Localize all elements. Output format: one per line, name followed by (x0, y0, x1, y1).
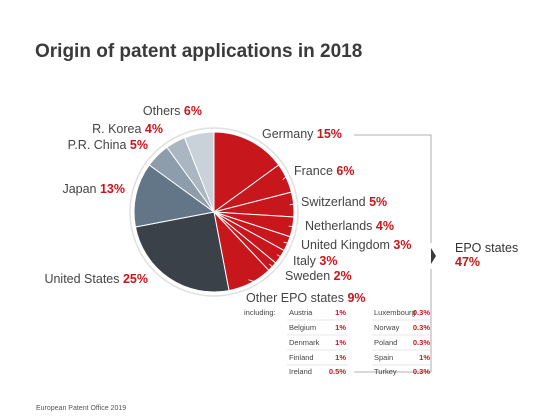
breakdown-cell-bv-4: 1% (419, 353, 430, 362)
leader-line-united-kingdom (283, 241, 300, 247)
slice-label-others: Others 6% (143, 104, 202, 118)
breakdown-cell-bv-3: 0.3% (413, 338, 430, 347)
pie-slice-others (183, 131, 215, 213)
breakdown-cell-a-2: Belgium (289, 323, 316, 332)
breakdown-cell-av-4: 1% (335, 353, 346, 362)
epo-states-label: EPO states (455, 241, 518, 255)
slice-label-r-korea: R. Korea 4% (92, 122, 163, 136)
footer-source: European Patent Office 2019 (36, 405, 126, 412)
slice-labels: Germany 15% France 6% Switzerland 5% Nether… (44, 104, 411, 305)
chart-title: Origin of patent applications in 2018 (35, 41, 362, 62)
breakdown-cell-a-3: Denmark (289, 338, 320, 347)
leader-line-switzerland (289, 202, 300, 206)
slice-label-italy: Italy 3% (293, 254, 337, 268)
epo-bracket: EPO states 47% (354, 134, 518, 373)
breakdown-cell-bv-1: 0.3% (413, 308, 430, 317)
breakdown-cell-av-3: 1% (335, 338, 346, 347)
breakdown-cell-b-4: Spain (374, 353, 393, 362)
pie-slice-germany (213, 131, 280, 213)
slice-label-united-kingdom: United Kingdom 3% (301, 238, 412, 252)
breakdown-cell-b-5: Turkey (374, 367, 397, 376)
pie-slice-japan (133, 164, 216, 228)
slice-label-netherlands: Netherlands 4% (305, 219, 394, 233)
leader-line-france (282, 171, 293, 180)
leader-line-sweden (269, 263, 284, 278)
breakdown-cell-b-2: Norway (374, 323, 400, 332)
breakdown-cell-bv-2: 0.3% (413, 323, 430, 332)
breakdown-cell-av-2: 1% (335, 323, 346, 332)
slice-label-germany: Germany 15% (262, 127, 342, 141)
leader-line-other-epo-states (248, 279, 283, 291)
breakdown-including-label: including: (244, 308, 276, 317)
breakdown-cell-bv-5: 0.3% (413, 367, 430, 376)
slice-label-japan: Japan 13% (62, 182, 125, 196)
slice-label-other-epo-states: Other EPO states 9% (246, 291, 366, 305)
epo-states-value: 47% (455, 255, 480, 269)
slice-label-sweden: Sweden 2% (285, 269, 352, 283)
slice-label-p-r-china: P.R. China 5% (68, 138, 148, 152)
slice-label-united-states: United States 25% (44, 272, 148, 286)
breakdown-cell-a-5: Ireland (289, 367, 312, 376)
pie-slices (133, 131, 295, 293)
slice-label-switzerland: Switzerland 5% (301, 195, 387, 209)
breakdown-cell-a-4: Finland (289, 353, 314, 362)
leader-lines (248, 171, 304, 291)
pie-slice-united-states (134, 211, 230, 293)
leader-line-netherlands (288, 225, 304, 228)
breakdown-cell-b-1: Luxembourg (374, 308, 416, 317)
leader-line-italy (276, 254, 292, 263)
breakdown-cell-b-3: Poland (374, 338, 397, 347)
breakdown-table: including: Austria 1% Luxembourg0.3%Belgiu… (244, 308, 432, 376)
breakdown-cell-av-1: 1% (335, 308, 346, 317)
bracket-arrow-icon (431, 248, 436, 264)
slice-label-france: France 6% (294, 164, 354, 178)
breakdown-cell-a-1: Austria (289, 308, 313, 317)
breakdown-cell-av-5: 0.5% (329, 367, 346, 376)
